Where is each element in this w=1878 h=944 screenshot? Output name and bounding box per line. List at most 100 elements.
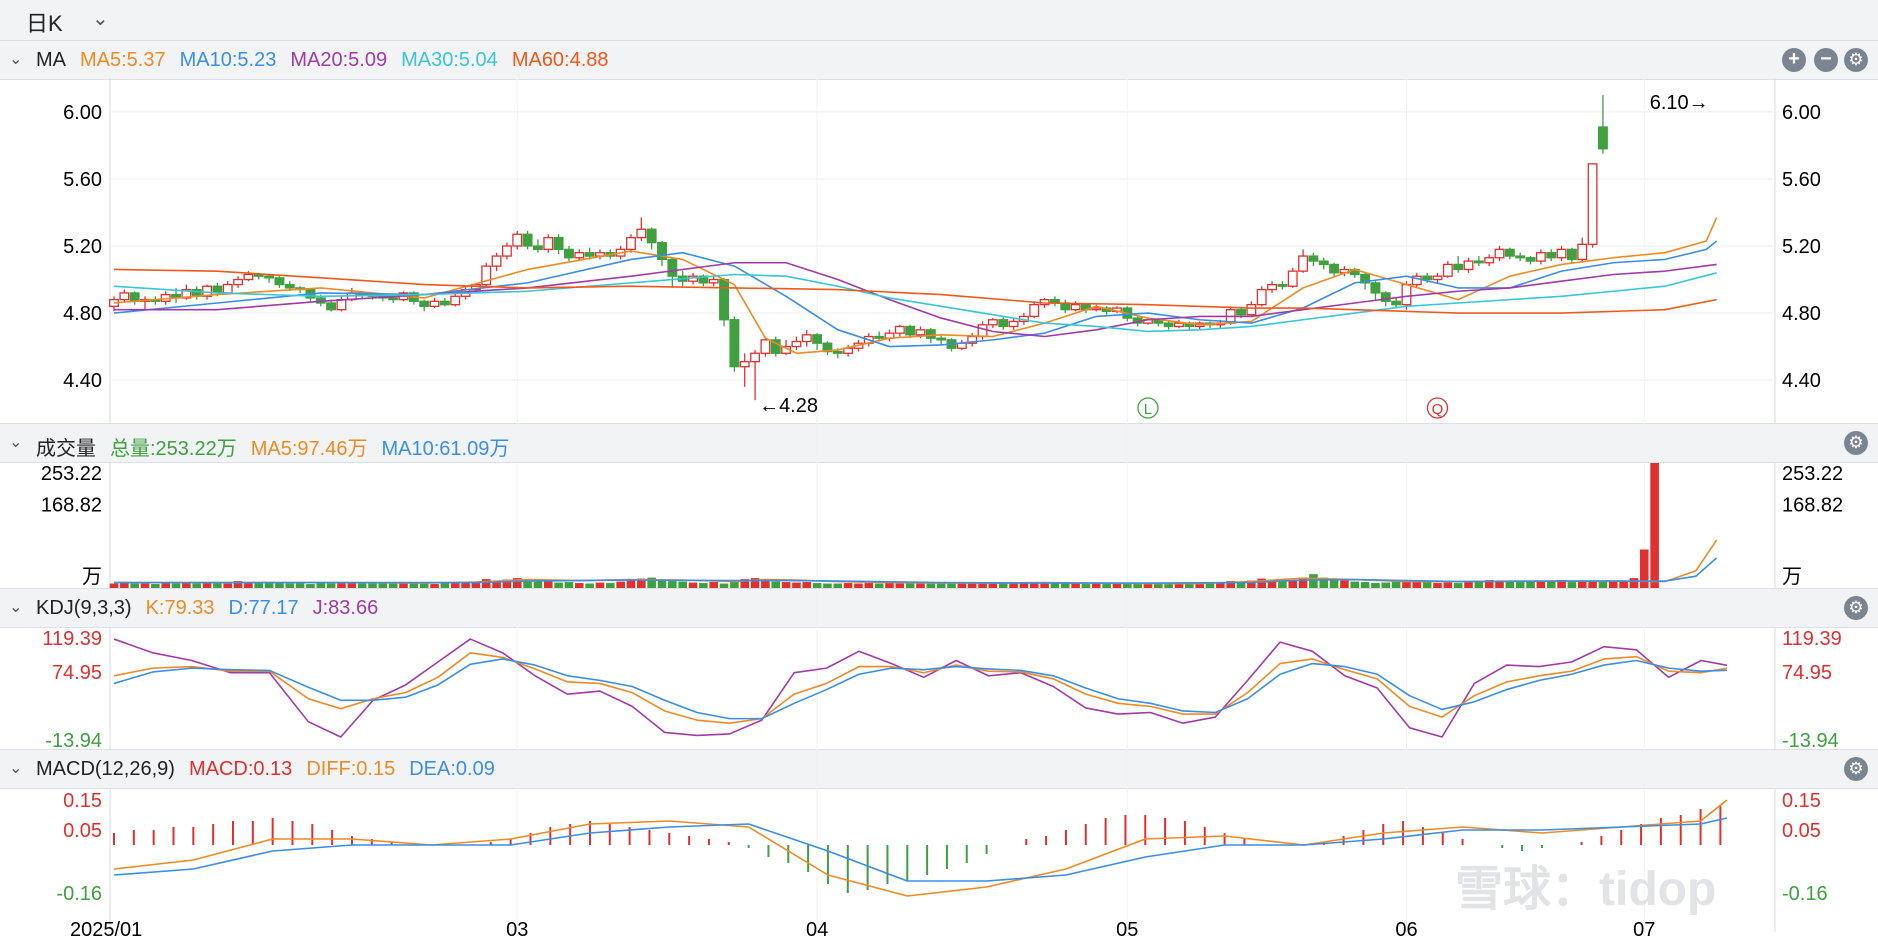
volume-bar — [1391, 581, 1401, 588]
candle — [274, 277, 285, 286]
candle — [708, 278, 719, 284]
candle — [1411, 275, 1422, 286]
price-tick-label: 4.80 — [1782, 303, 1821, 325]
volume-bar — [1443, 582, 1453, 588]
volume-bar — [316, 582, 326, 588]
volume-bar — [1029, 583, 1039, 588]
period-label: 日K — [26, 11, 63, 36]
candle — [1546, 252, 1557, 259]
legend-ma-4: MA60:4.88 — [511, 49, 609, 71]
candle — [1422, 275, 1433, 281]
volume-bar — [957, 583, 967, 588]
x-axis-label: 03 — [506, 919, 528, 941]
gear-icon[interactable]: ⚙ — [1844, 757, 1868, 781]
volume-bar — [1247, 580, 1256, 588]
candle — [719, 278, 729, 321]
candle — [925, 329, 936, 339]
candle — [491, 255, 502, 267]
gear-icon[interactable]: ⚙ — [1844, 48, 1868, 72]
kdj-k-line — [113, 652, 1728, 725]
legend-ma-1: MA10:5.23 — [179, 49, 277, 71]
macd-tick-label: 0.15 — [63, 790, 102, 812]
volume-bar — [1185, 583, 1194, 588]
legend-vol-1: MA5:97.46万 — [250, 438, 368, 460]
candle — [1277, 283, 1288, 287]
volume-bar — [523, 580, 532, 588]
collapse-icon[interactable]: ⌄ — [9, 434, 23, 451]
collapse-icon[interactable]: ⌄ — [9, 599, 23, 616]
volume-bar — [1019, 582, 1029, 588]
volume-bar — [1577, 581, 1587, 588]
volume-bar — [864, 583, 874, 588]
x-axis-label: 06 — [1395, 919, 1417, 941]
candle — [212, 285, 223, 294]
volume-bar — [461, 582, 470, 588]
gear-icon[interactable]: ⚙ — [1844, 596, 1868, 620]
chevron-down-icon[interactable]: ⌄ — [92, 8, 109, 30]
volume-bar — [1329, 579, 1339, 588]
volume-bar — [988, 582, 998, 588]
legend-kdj-1: D:77.17 — [228, 597, 299, 619]
volume-tick-label: 168.82 — [1782, 495, 1843, 517]
volume-bar — [843, 583, 853, 588]
price-tick-label: 4.80 — [63, 303, 102, 325]
volume-bar — [1009, 582, 1018, 588]
candle — [1360, 273, 1371, 284]
volume-bar — [740, 579, 750, 588]
indicator-name: KDJ(9,3,3) — [36, 597, 132, 619]
volume-bar — [657, 580, 667, 588]
volume-bar — [1629, 578, 1639, 588]
kdj-d-line — [113, 658, 1728, 720]
candle — [1287, 270, 1298, 287]
candle — [977, 324, 988, 338]
volume-bar — [688, 582, 698, 588]
zoom-out-icon[interactable]: − — [1814, 48, 1838, 72]
volume-bar — [1505, 580, 1515, 588]
volume-bar — [1154, 583, 1163, 588]
candle — [222, 283, 233, 294]
volume-bar — [368, 583, 377, 588]
volume-bar — [1474, 580, 1484, 588]
volume-bar — [233, 581, 243, 588]
volume-bar — [1484, 580, 1494, 588]
volume-bar — [1195, 584, 1204, 588]
legend-ma-0: MA5:5.37 — [80, 49, 166, 71]
volume-bar — [440, 582, 450, 588]
candle — [1029, 304, 1040, 318]
volume-tick-label: 253.22 — [41, 463, 102, 485]
candle — [1525, 257, 1536, 262]
indicator-name: MA — [36, 49, 66, 71]
volume-bar — [1619, 580, 1628, 588]
volume-bar — [140, 583, 150, 588]
volume-bar — [1174, 583, 1184, 588]
candle — [1566, 248, 1577, 261]
volume-bar — [120, 583, 129, 588]
gear-icon[interactable]: ⚙ — [1844, 431, 1868, 455]
zoom-in-icon[interactable]: + — [1782, 48, 1806, 72]
collapse-icon[interactable]: ⌄ — [9, 51, 23, 68]
volume-bar — [502, 579, 512, 588]
price-tick-label: 6.00 — [63, 102, 102, 124]
macd-tick-label: -0.16 — [56, 883, 102, 905]
collapse-icon[interactable]: ⌄ — [9, 760, 23, 777]
volume-bar — [1536, 581, 1546, 588]
candle — [770, 339, 781, 354]
candle — [1267, 283, 1278, 291]
kdj-tick-label: 119.39 — [1782, 628, 1842, 650]
candle — [987, 319, 998, 326]
volume-bar — [802, 582, 812, 588]
volume-bar — [533, 581, 543, 588]
volume-bar — [378, 583, 388, 588]
volume-bar — [1453, 583, 1463, 588]
kdj-tick-label: -13.94 — [1782, 730, 1839, 752]
kdj-header: ⌄ KDJ(9,3,3) K:79.33 D:77.17 J:83.66 ⚙ — [0, 588, 1878, 628]
candle — [636, 228, 647, 239]
candle — [832, 350, 843, 354]
candle — [388, 297, 399, 301]
candle — [739, 361, 750, 368]
candle — [1597, 126, 1608, 150]
volume-bar — [295, 583, 305, 588]
volume-bar — [1216, 583, 1225, 588]
candle — [1091, 307, 1102, 311]
